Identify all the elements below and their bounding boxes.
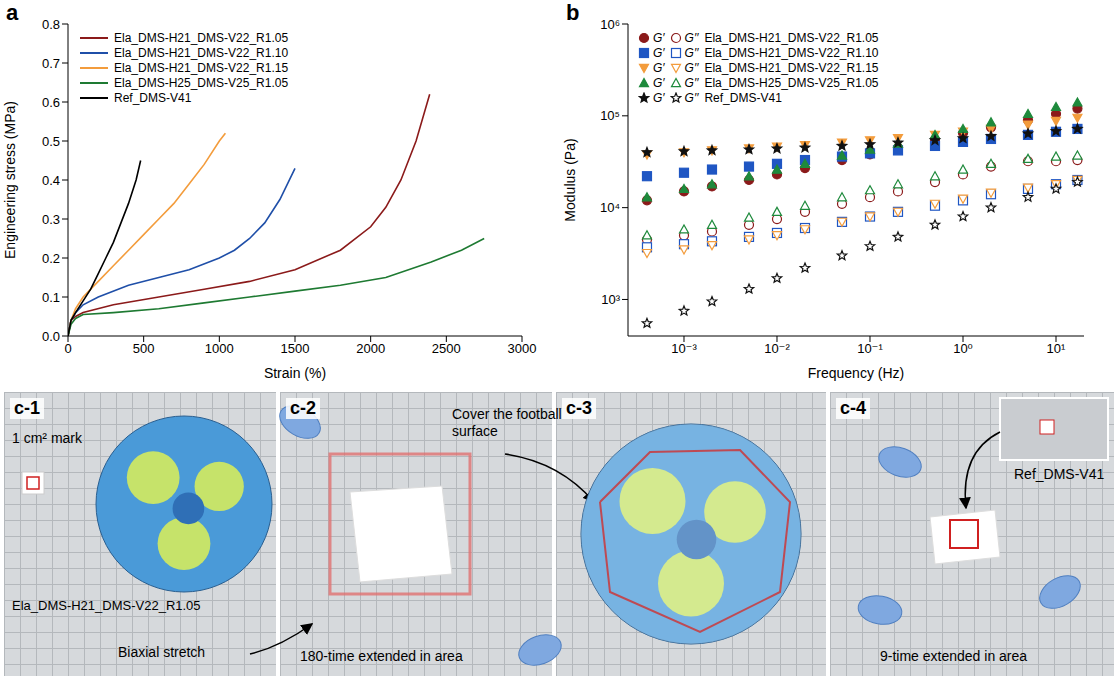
html-text:G′: G′	[653, 45, 665, 60]
html-text:Ref_DMS-V41: Ref_DMS-V41	[1014, 466, 1105, 482]
html-text:c-4: c-4	[840, 398, 866, 418]
svg-text:0.4: 0.4	[42, 173, 60, 188]
svg-text:10⁰: 10⁰	[953, 341, 973, 356]
html-text:G′′ Ela_DMS-H25_DMS-V25_R1.05: G′′ Ela_DMS-H25_DMS-V25_R1.05	[684, 75, 879, 90]
svg-text:Strain (%): Strain (%)	[264, 365, 326, 381]
svg-text:Frequency (Hz): Frequency (Hz)	[808, 365, 904, 381]
svg-text:10¹: 10¹	[1047, 341, 1066, 356]
html-text:Ref_DMS-V41: Ref_DMS-V41	[114, 90, 192, 105]
svg-text:0.3: 0.3	[42, 212, 60, 227]
svg-text:0: 0	[64, 341, 71, 356]
svg-text:0.8: 0.8	[42, 17, 60, 32]
html-text:c-1: c-1	[14, 398, 40, 418]
html-text:b: b	[566, 0, 580, 25]
html-text:Ela_DMS-H25_DMS-V25_R1.05: Ela_DMS-H25_DMS-V25_R1.05	[114, 75, 289, 90]
html-text:Cover the football surface: Cover the football surface	[452, 406, 562, 439]
html-text:G′′ Ela_DMS-H21_DMS-V22_R1.15: G′′ Ela_DMS-H21_DMS-V22_R1.15	[684, 60, 879, 75]
svg-text:Engineering stress (MPa): Engineering stress (MPa)	[2, 101, 18, 259]
html-text:Biaxial stretch: Biaxial stretch	[118, 644, 206, 660]
svg-text:10⁻²: 10⁻²	[764, 341, 790, 356]
svg-text:Modulus (Pa): Modulus (Pa)	[562, 138, 578, 221]
svg-text:0.5: 0.5	[42, 134, 60, 149]
html-text:G′: G′	[653, 60, 665, 75]
svg-text:1500: 1500	[281, 341, 310, 356]
html-text:G′: G′	[653, 30, 665, 45]
html-text:180-time extended in area: 180-time extended in area	[300, 648, 463, 664]
svg-text:2500: 2500	[432, 341, 461, 356]
html-text:Ela_DMS-H21_DMS-V22_R1.15: Ela_DMS-H21_DMS-V22_R1.15	[114, 60, 289, 75]
html-text:c-2: c-2	[290, 398, 316, 418]
html-text:G′′ Ela_DMS-H21_DMS-V22_R1.10: G′′ Ela_DMS-H21_DMS-V22_R1.10	[684, 45, 879, 60]
svg-text:10⁴: 10⁴	[600, 200, 620, 215]
svg-text:10⁻¹: 10⁻¹	[857, 341, 883, 356]
html-text:Ela_DMS-H21_DMS-V22_R1.05: Ela_DMS-H21_DMS-V22_R1.05	[114, 30, 289, 45]
svg-text:10³: 10³	[601, 292, 620, 307]
html-text:Ela_DMS-H21_DMS-V22_R1.05: Ela_DMS-H21_DMS-V22_R1.05	[12, 598, 201, 613]
svg-text:10⁶: 10⁶	[600, 17, 620, 32]
html-text:G′′ Ela_DMS-H21_DMS-V22_R1.05: G′′ Ela_DMS-H21_DMS-V22_R1.05	[684, 30, 879, 45]
svg-text:0.2: 0.2	[42, 251, 60, 266]
html-text:9-time extended in area: 9-time extended in area	[880, 648, 1028, 664]
svg-text:10⁻³: 10⁻³	[671, 341, 697, 356]
html-text:1 cm² mark: 1 cm² mark	[12, 430, 82, 446]
svg-text:2000: 2000	[356, 341, 385, 356]
html-text:G′: G′	[653, 90, 665, 105]
html-text:G′: G′	[653, 75, 665, 90]
html-text:a: a	[6, 0, 19, 25]
svg-text:500: 500	[133, 341, 155, 356]
html-text:Ela_DMS-H21_DMS-V22_R1.10: Ela_DMS-H21_DMS-V22_R1.10	[114, 45, 289, 60]
html-text:G′′ Ref_DMS-V41: G′′ Ref_DMS-V41	[684, 90, 782, 105]
svg-text:1000: 1000	[205, 341, 234, 356]
svg-text:0.1: 0.1	[42, 290, 60, 305]
svg-text:3000: 3000	[508, 341, 537, 356]
svg-text:0.7: 0.7	[42, 56, 60, 71]
svg-text:0.6: 0.6	[42, 95, 60, 110]
html-text:c-3: c-3	[566, 398, 592, 418]
svg-text:0.0: 0.0	[42, 329, 60, 344]
svg-text:10⁵: 10⁵	[600, 108, 620, 123]
